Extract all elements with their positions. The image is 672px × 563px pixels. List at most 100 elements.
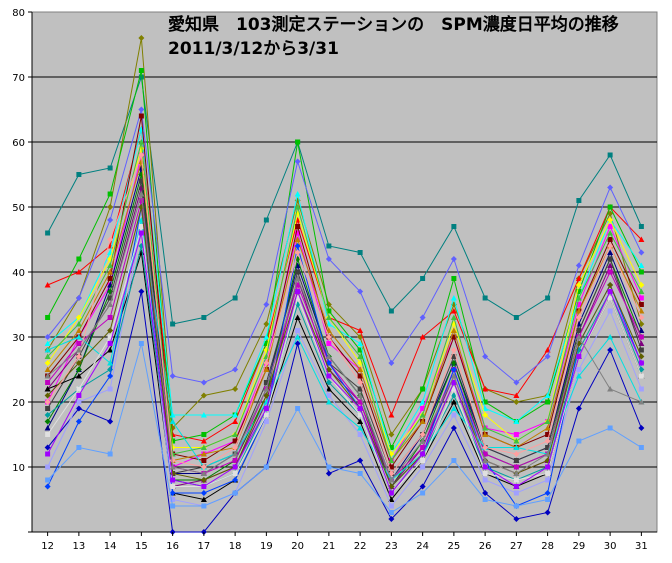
data-point: [295, 295, 301, 301]
data-point: [575, 282, 582, 288]
data-point: [482, 386, 489, 392]
data-point: [607, 217, 614, 223]
data-point: [232, 295, 238, 301]
data-point: [357, 418, 364, 424]
chart-subtitle: 2011/3/12から3/31: [168, 39, 339, 59]
data-point: [170, 497, 176, 502]
data-point: [545, 399, 551, 405]
data-point: [263, 412, 269, 418]
data-point: [513, 315, 519, 320]
data-point: [513, 444, 520, 450]
x-tick-label: 15: [135, 541, 148, 552]
data-point: [357, 386, 363, 392]
data-point: [607, 224, 613, 229]
series-line: [47, 206, 642, 488]
data-point: [638, 302, 644, 307]
data-point: [138, 191, 145, 197]
data-point: [45, 315, 51, 320]
data-point: [107, 327, 114, 334]
data-point: [388, 477, 395, 483]
data-point: [107, 418, 114, 425]
data-point: [75, 373, 82, 379]
x-tick-label: 12: [41, 541, 54, 552]
data-point: [544, 418, 551, 424]
data-point: [294, 275, 301, 281]
data-point: [107, 276, 113, 281]
data-point: [576, 302, 582, 307]
data-point: [513, 399, 520, 405]
data-point: [638, 353, 645, 360]
data-point: [44, 340, 51, 346]
data-point: [357, 366, 364, 372]
data-point: [388, 464, 394, 470]
data-point: [75, 418, 82, 425]
chart-title: 愛知県 103測定ステーションの SPM濃度日平均の推移: [168, 14, 619, 35]
data-point: [45, 477, 51, 483]
data-point: [325, 470, 332, 477]
data-point: [420, 406, 426, 411]
series-line: [47, 252, 642, 501]
data-point: [450, 295, 457, 301]
data-point: [200, 451, 207, 457]
data-point: [232, 477, 239, 483]
data-point: [420, 276, 426, 281]
data-point: [325, 256, 332, 262]
data-point: [44, 334, 51, 340]
data-point: [107, 301, 114, 307]
data-point: [607, 184, 614, 191]
data-point: [638, 334, 644, 340]
data-point: [263, 386, 270, 392]
data-point: [45, 230, 51, 236]
y-tick-label: 70: [12, 73, 25, 84]
data-point: [169, 412, 176, 418]
data-point: [169, 373, 176, 379]
data-point: [357, 347, 363, 353]
data-point: [325, 379, 332, 386]
data-point: [420, 464, 426, 470]
data-point: [44, 360, 51, 366]
data-point: [513, 477, 519, 483]
y-tick-label: 80: [12, 8, 25, 19]
data-point: [388, 445, 394, 450]
data-point: [482, 295, 488, 301]
data-point: [482, 444, 489, 451]
data-point: [263, 301, 270, 308]
data-point: [295, 406, 301, 411]
data-point: [357, 327, 364, 333]
data-point: [576, 198, 582, 203]
data-point: [638, 224, 644, 229]
data-point: [263, 366, 270, 372]
data-point: [295, 269, 301, 275]
data-point: [357, 425, 364, 431]
data-point: [232, 438, 238, 444]
series-28: [45, 341, 644, 515]
x-tick-label: 24: [416, 541, 429, 552]
data-point: [138, 158, 145, 164]
data-point: [638, 282, 645, 288]
data-point: [107, 295, 113, 301]
data-point: [357, 432, 363, 437]
data-point: [482, 471, 488, 476]
data-point: [638, 347, 644, 353]
data-point: [545, 464, 551, 470]
data-point: [451, 380, 457, 385]
data-point: [325, 399, 332, 405]
x-tick-label: 18: [229, 541, 242, 552]
data-point: [638, 236, 645, 242]
x-tick-label: 29: [573, 541, 586, 552]
data-point: [232, 458, 238, 463]
data-point: [451, 276, 457, 281]
data-point: [232, 418, 239, 424]
data-point: [263, 360, 270, 366]
data-point: [545, 477, 551, 483]
data-point: [232, 444, 239, 451]
series-line: [47, 226, 642, 494]
data-point: [450, 308, 457, 314]
data-point: [75, 269, 82, 275]
series-4: [45, 68, 644, 450]
data-point: [419, 431, 426, 438]
series-lines: [44, 35, 645, 535]
data-point: [451, 224, 457, 229]
data-point: [451, 458, 457, 463]
data-point: [357, 379, 364, 386]
